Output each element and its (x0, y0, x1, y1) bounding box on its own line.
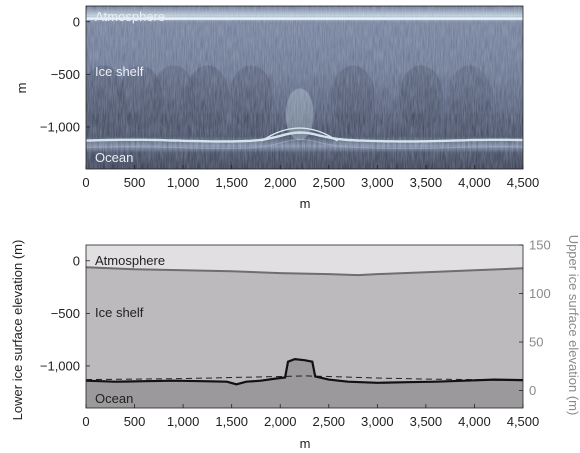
elevation-panel: 0 500 1,000 1,500 2,000 2,500 3,000 3,500 4,000 4… (10, 235, 580, 451)
y-tick-label: 0 (73, 253, 80, 268)
y-tick-label: −1,000 (40, 358, 80, 373)
radargram-label-atmosphere: Atmosphere (95, 9, 165, 24)
x-tick-label: 1,000 (167, 414, 200, 429)
elevation-label-atmosphere: Atmosphere (95, 253, 165, 268)
elevation-label-ice-shelf: Ice shelf (95, 305, 144, 320)
radargram-frame (85, 5, 524, 170)
y2-tick-label: 50 (529, 335, 543, 350)
base-reflector (86, 131, 523, 143)
x-tick-label: 500 (124, 414, 146, 429)
radargram-panel: 0 500 1,000 1,500 2,000 2,500 3,000 3,500 4,000 4… (14, 5, 539, 211)
x-tick-label: 4,500 (507, 414, 540, 429)
x-tick-label: 1,000 (167, 175, 200, 190)
x-tick-label: 2,500 (313, 175, 346, 190)
y2-tick-label: 150 (529, 238, 551, 253)
lower-ice-surface-line (86, 357, 523, 386)
x-tick-label: 3,500 (410, 175, 443, 190)
radargram-label-ocean: Ocean (95, 150, 133, 165)
elevation-y2-ticks: 0 50 100 150 (519, 238, 551, 398)
x-tick-label: 3,000 (361, 414, 394, 429)
elevation-y2-axis-label: Upper ice surface elevation (m) (566, 235, 580, 416)
radargram-y-axis-label: m (14, 83, 29, 94)
elevation-x-ticks: 0 500 1,000 1,500 2,000 2,500 3,000 3,500 4,000 4… (82, 404, 539, 429)
elevation-y-ticks: 0 −500 −1,000 (40, 253, 90, 373)
x-tick-label: 3,500 (410, 414, 443, 429)
radargram-bright-patch (285, 88, 314, 141)
radargram-label-ice-shelf: Ice shelf (95, 64, 144, 79)
x-tick-label: 4,500 (507, 175, 540, 190)
elevation-y-axis-label: Lower ice surface elevation (m) (10, 240, 25, 421)
x-tick-label: 4,000 (458, 414, 491, 429)
y2-tick-label: 0 (529, 383, 536, 398)
diffraction-hyperbola (261, 127, 339, 142)
x-tick-label: 1,500 (215, 175, 248, 190)
ocean-region (86, 359, 523, 408)
y-tick-label: −500 (51, 306, 80, 321)
radargram-x-ticks: 0 500 1,000 1,500 2,000 2,500 3,000 3,500 4,000 4… (82, 165, 539, 190)
base-reflector-echo (86, 138, 523, 149)
radargram-x-axis-label: m (300, 196, 311, 211)
radargram-texture (86, 6, 523, 169)
x-tick-label: 1,500 (215, 414, 248, 429)
y2-tick-label: 100 (529, 286, 551, 301)
x-tick-label: 0 (82, 414, 89, 429)
x-tick-label: 4,000 (458, 175, 491, 190)
elevation-x-axis-label: m (300, 436, 311, 451)
x-tick-label: 2,000 (264, 175, 297, 190)
y-tick-label: −500 (51, 67, 80, 82)
radargram-y-ticks: 0 −500 −1,000 (40, 14, 90, 134)
x-tick-label: 2,500 (313, 414, 346, 429)
reference-dashed-line (86, 375, 523, 382)
y-tick-label: 0 (73, 14, 80, 29)
ice-shelf-region (86, 267, 523, 408)
y-tick-label: −1,000 (40, 119, 80, 134)
elevation-frame (85, 244, 524, 409)
elevation-label-ocean: Ocean (95, 391, 133, 406)
radargram-reflectors (86, 17, 523, 149)
x-tick-label: 500 (124, 175, 146, 190)
x-tick-label: 2,000 (264, 414, 297, 429)
x-tick-label: 3,000 (361, 175, 394, 190)
x-tick-label: 0 (82, 175, 89, 190)
upper-ice-surface-line (86, 266, 523, 277)
